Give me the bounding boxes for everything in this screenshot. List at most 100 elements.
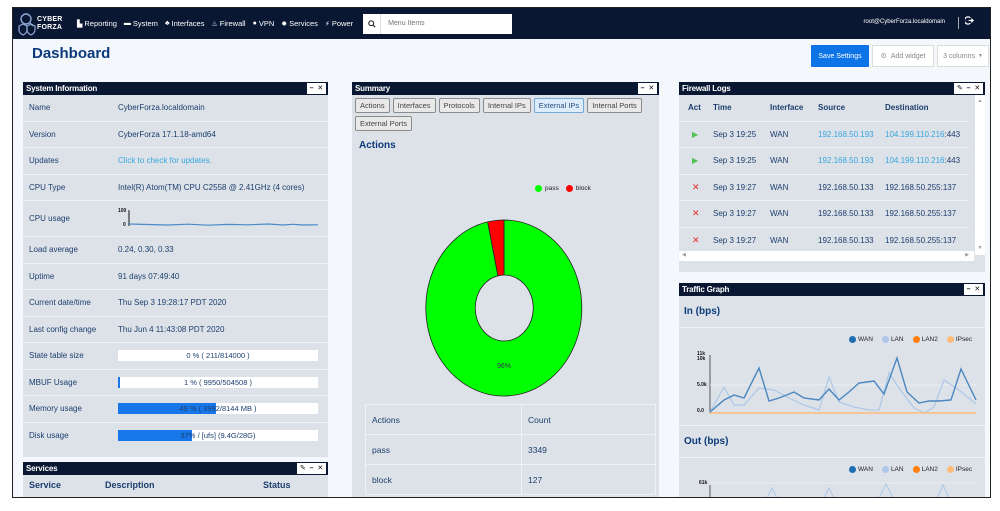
save-settings-button[interactable]: Save Settings: [811, 45, 869, 67]
scroll-down-icon[interactable]: ▼: [977, 245, 983, 251]
info-row-current-datetime: Current date/time Thu Sep 3 19:28:17 PDT …: [23, 290, 328, 317]
destination-ip-link[interactable]: 104.199.110.216: [885, 156, 945, 166]
legend-lan-dot: [881, 336, 889, 343]
summary-tabs: Actions Interfaces Protocols Internal IP…: [352, 95, 659, 131]
nav-interfaces[interactable]: ♣ Interfaces: [164, 19, 205, 28]
nav-reporting[interactable]: ▙ Reporting: [77, 19, 117, 28]
minimize-icon[interactable]: –: [640, 85, 645, 92]
chart-legend: pass block: [535, 185, 591, 192]
info-row-load-average: Load average 0.24, 0.30, 0.33: [23, 237, 328, 264]
legend-ipsec-dot: [946, 336, 954, 343]
legend-lan-dot: [881, 466, 889, 473]
table-row: ✕ Sep 3 19:27 WAN 192.168.50.133 192.168…: [679, 226, 969, 254]
actions-donut-chart: 96%: [425, 219, 583, 397]
widget-controls: ✎ – ✕: [953, 83, 983, 94]
widget-header: System Information – ✕: [23, 82, 328, 95]
table-header-row: Act Time Interface Source Destination: [688, 103, 929, 113]
mbuf-progress: 1 % ( 9950/504508 ): [118, 376, 318, 388]
memory-progress: 49 % ( 3992/8144 MB ): [118, 403, 318, 415]
donut-percent-label: 96%: [497, 363, 511, 370]
minimize-icon[interactable]: –: [309, 465, 314, 472]
search-icon[interactable]: [363, 13, 382, 34]
user-account[interactable]: root@CyberForza.localdomain: [863, 19, 945, 25]
close-icon[interactable]: ✕: [317, 465, 323, 472]
logout-icon[interactable]: [963, 16, 974, 27]
nav-vpn[interactable]: ● VPN: [252, 19, 275, 28]
tab-protocols[interactable]: Protocols: [438, 98, 480, 113]
tab-actions[interactable]: Actions: [355, 98, 390, 113]
tab-internal-ips[interactable]: Internal IPs: [482, 98, 531, 113]
firewall-logs-widget: Firewall Logs ✎ – ✕ Act Time Interface S…: [679, 82, 985, 272]
table-row: ✕ Sep 3 19:27 WAN 192.168.50.133 192.168…: [679, 200, 969, 227]
horizontal-scrollbar[interactable]: ◀ ▶: [679, 251, 974, 261]
close-icon[interactable]: ✕: [974, 85, 980, 92]
minimize-icon[interactable]: –: [309, 85, 314, 92]
legend-block-dot: [565, 185, 573, 192]
widget-header: Firewall Logs ✎ – ✕: [679, 82, 985, 95]
traffic-in-legend: WAN LAN LAN2 IPsec: [849, 336, 972, 343]
legend-pass-dot: [535, 185, 542, 192]
menu-search: [363, 13, 513, 34]
traffic-out-legend: WAN LAN LAN2 IPsec: [849, 466, 972, 473]
edit-icon[interactable]: ✎: [299, 465, 306, 472]
widget-controls: – ✕: [963, 284, 983, 295]
check-updates-link[interactable]: Click to check for updates.: [118, 156, 212, 166]
source-ip-link[interactable]: 192.168.50.193: [818, 120, 885, 148]
traffic-in-title: In (bps): [679, 296, 985, 328]
chart-area-icon: ▙: [77, 20, 83, 28]
info-row-disk: Disk usage 37% / [ufs] (9.4G/28G): [23, 423, 328, 450]
tab-external-ports[interactable]: External Ports: [355, 116, 413, 131]
firewall-log-table: Act Time Interface Source Destination ▶ …: [679, 95, 969, 254]
app-window: CYBER FORZA ▙ Reporting ▬ System ♣ Interfac…: [12, 7, 991, 498]
minimize-icon[interactable]: –: [966, 85, 971, 92]
source-ip-link[interactable]: 192.168.50.193: [818, 147, 885, 174]
close-icon[interactable]: ✕: [648, 85, 654, 92]
divider: [958, 17, 959, 29]
close-icon[interactable]: ✕: [974, 286, 980, 293]
actions-count-table: Actions Count pass 3349 block 127: [365, 404, 656, 495]
table-row: block 127: [365, 464, 656, 495]
scroll-left-icon[interactable]: ◀: [682, 252, 686, 258]
nav-power[interactable]: ⚡ Power: [324, 19, 354, 28]
info-row-last-config-change: Last config change Thu Jun 4 11:43:08 PDT…: [23, 317, 328, 343]
cpu-usage-graph: 100 0: [118, 207, 318, 231]
pass-icon: ▶: [692, 129, 699, 139]
nav-firewall[interactable]: ♨ Firewall: [211, 19, 246, 28]
minimize-icon[interactable]: –: [966, 286, 971, 293]
vertical-scrollbar[interactable]: ▲ ▼: [975, 95, 985, 255]
add-widget-button[interactable]: ⚙ Add widget: [872, 45, 934, 67]
server-icon: ▬: [123, 20, 131, 27]
nav-services[interactable]: ✹ Services: [281, 19, 318, 28]
info-row-mbuf: MBUF Usage 1 % ( 9950/504508 ): [23, 370, 328, 396]
services-widget: Services ✎ – ✕ Service Description Statu…: [23, 462, 328, 497]
plug-icon: ⚡: [324, 20, 330, 28]
destination-ip-link[interactable]: 104.199.110.216: [885, 129, 945, 139]
tab-interfaces[interactable]: Interfaces: [392, 98, 436, 113]
traffic-out-title: Out (bps): [679, 426, 985, 458]
logo-text: CYBER FORZA: [37, 15, 63, 31]
info-row-state-table: State table size 0 % ( 211/814000 ): [23, 343, 328, 370]
widget-header: Summary – ✕: [352, 82, 659, 95]
cog-icon: ✹: [281, 20, 288, 28]
columns-dropdown[interactable]: 3 columns ▼: [937, 45, 989, 67]
state-table-progress: 0 % ( 211/814000 ): [118, 350, 318, 362]
table-row: ▶ Sep 3 19:25 WAN 192.168.50.193 104.199…: [679, 120, 969, 148]
scroll-right-icon[interactable]: ▶: [965, 252, 969, 258]
widget-header: Services ✎ – ✕: [23, 462, 328, 475]
scroll-up-icon[interactable]: ▲: [977, 98, 983, 104]
caret-down-icon: ▼: [977, 53, 983, 59]
system-information-widget: System Information – ✕ Name CyberForza.lo…: [23, 82, 328, 457]
widget-controls: ✎ – ✕: [296, 463, 326, 474]
tab-internal-ports[interactable]: Internal Ports: [587, 98, 642, 113]
nav-system[interactable]: ▬ System: [123, 19, 158, 28]
info-row-cpu-type: CPU Type Intel(R) Atom(TM) CPU C2558 @ 2.…: [23, 175, 328, 201]
info-row-memory: Memory usage 49 % ( 3992/8144 MB ): [23, 396, 328, 423]
edit-icon[interactable]: ✎: [956, 85, 963, 92]
menu-search-input[interactable]: [381, 20, 502, 27]
widget-controls: – ✕: [306, 83, 326, 94]
close-icon[interactable]: ✕: [317, 85, 323, 92]
table-row: ▶ Sep 3 19:25 WAN 192.168.50.193 104.199…: [679, 147, 969, 174]
tab-external-ips[interactable]: External IPs: [533, 98, 585, 113]
column-status: Status: [263, 480, 291, 490]
logo[interactable]: CYBER FORZA: [16, 11, 72, 37]
